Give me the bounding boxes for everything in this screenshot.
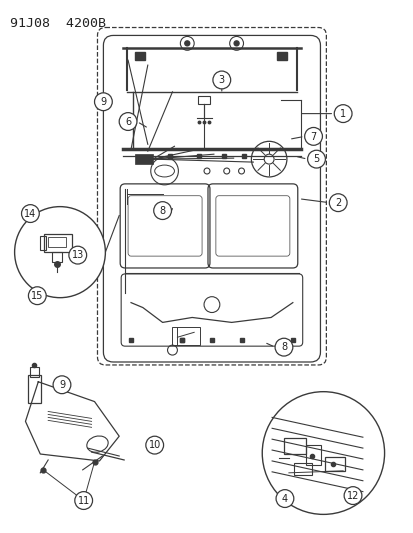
Bar	[276, 52, 286, 60]
Circle shape	[333, 104, 351, 123]
Text: 1: 1	[339, 109, 345, 119]
Circle shape	[94, 93, 112, 111]
Circle shape	[21, 205, 39, 222]
Circle shape	[14, 207, 105, 297]
Text: 15: 15	[31, 291, 43, 301]
Text: 13: 13	[71, 251, 84, 261]
Text: 8: 8	[159, 206, 165, 216]
Circle shape	[145, 436, 163, 454]
Text: 14: 14	[24, 209, 36, 219]
Text: 91J08  4200B: 91J08 4200B	[9, 17, 105, 30]
Text: 12: 12	[346, 491, 358, 501]
Text: 11: 11	[77, 496, 90, 506]
Bar	[44, 235, 72, 252]
Circle shape	[307, 150, 325, 168]
Circle shape	[53, 376, 71, 394]
Bar	[28, 375, 41, 402]
Text: 3: 3	[218, 75, 224, 85]
Circle shape	[212, 71, 230, 89]
Text: 7: 7	[310, 132, 316, 142]
Text: 5: 5	[313, 155, 319, 164]
Circle shape	[304, 127, 322, 146]
Bar	[325, 457, 344, 471]
Circle shape	[119, 112, 137, 131]
Bar	[172, 327, 199, 345]
Bar	[198, 96, 209, 104]
Circle shape	[274, 338, 292, 356]
Circle shape	[328, 194, 346, 212]
Text: 2: 2	[334, 198, 340, 208]
Bar	[283, 438, 305, 454]
Bar	[135, 52, 145, 60]
Text: 4: 4	[281, 494, 287, 504]
Text: 10: 10	[148, 440, 160, 450]
Bar	[135, 154, 152, 164]
Circle shape	[234, 41, 238, 46]
Circle shape	[275, 490, 293, 507]
Circle shape	[343, 487, 361, 505]
Circle shape	[69, 246, 86, 264]
Circle shape	[28, 287, 46, 304]
Circle shape	[261, 392, 384, 514]
Text: 9: 9	[59, 380, 65, 390]
Bar	[305, 445, 320, 465]
Circle shape	[75, 491, 93, 510]
Bar	[30, 367, 39, 377]
Text: 8: 8	[280, 342, 286, 352]
Text: 6: 6	[125, 117, 131, 127]
Text: 9: 9	[100, 97, 106, 107]
Bar	[293, 463, 311, 475]
Circle shape	[153, 201, 171, 220]
Bar	[48, 237, 66, 247]
Bar	[40, 236, 46, 250]
Bar	[52, 252, 62, 262]
Circle shape	[184, 41, 189, 46]
